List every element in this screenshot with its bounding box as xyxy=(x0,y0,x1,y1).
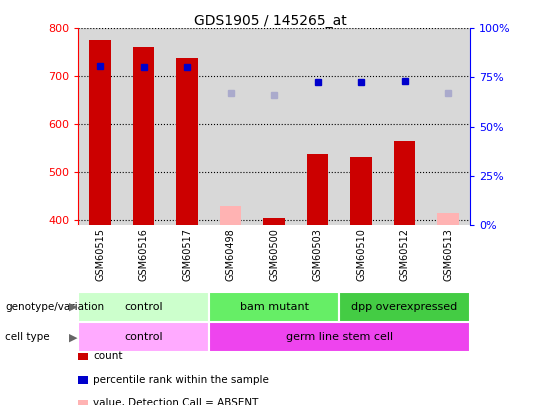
Text: genotype/variation: genotype/variation xyxy=(5,302,105,312)
Text: control: control xyxy=(124,302,163,312)
Bar xyxy=(220,206,241,225)
Text: ▶: ▶ xyxy=(69,332,78,342)
Text: bam mutant: bam mutant xyxy=(240,302,308,312)
Text: count: count xyxy=(93,352,123,361)
Text: GSM60503: GSM60503 xyxy=(313,228,322,281)
Bar xyxy=(176,58,198,225)
Text: dpp overexpressed: dpp overexpressed xyxy=(352,302,458,312)
Text: GDS1905 / 145265_at: GDS1905 / 145265_at xyxy=(194,14,346,28)
Bar xyxy=(339,292,470,322)
Text: GSM60516: GSM60516 xyxy=(139,228,148,281)
Bar xyxy=(307,154,328,225)
Bar xyxy=(78,322,209,352)
Text: value, Detection Call = ABSENT: value, Detection Call = ABSENT xyxy=(93,399,259,405)
Bar xyxy=(437,213,459,225)
Text: GSM60510: GSM60510 xyxy=(356,228,366,281)
Text: GSM60517: GSM60517 xyxy=(182,228,192,281)
Text: cell type: cell type xyxy=(5,332,50,342)
Bar xyxy=(78,292,209,322)
Text: germ line stem cell: germ line stem cell xyxy=(286,332,393,342)
Bar xyxy=(350,157,372,225)
Text: GSM60515: GSM60515 xyxy=(95,228,105,281)
Text: GSM60512: GSM60512 xyxy=(400,228,409,281)
Text: GSM60498: GSM60498 xyxy=(226,228,235,281)
Bar xyxy=(263,217,285,225)
Bar xyxy=(209,322,470,352)
Bar xyxy=(89,40,111,225)
Text: GSM60513: GSM60513 xyxy=(443,228,453,281)
Text: ▶: ▶ xyxy=(69,302,78,312)
Text: GSM60500: GSM60500 xyxy=(269,228,279,281)
Text: control: control xyxy=(124,332,163,342)
Bar xyxy=(209,292,339,322)
Text: percentile rank within the sample: percentile rank within the sample xyxy=(93,375,269,385)
Bar xyxy=(133,47,154,225)
Bar xyxy=(394,141,415,225)
